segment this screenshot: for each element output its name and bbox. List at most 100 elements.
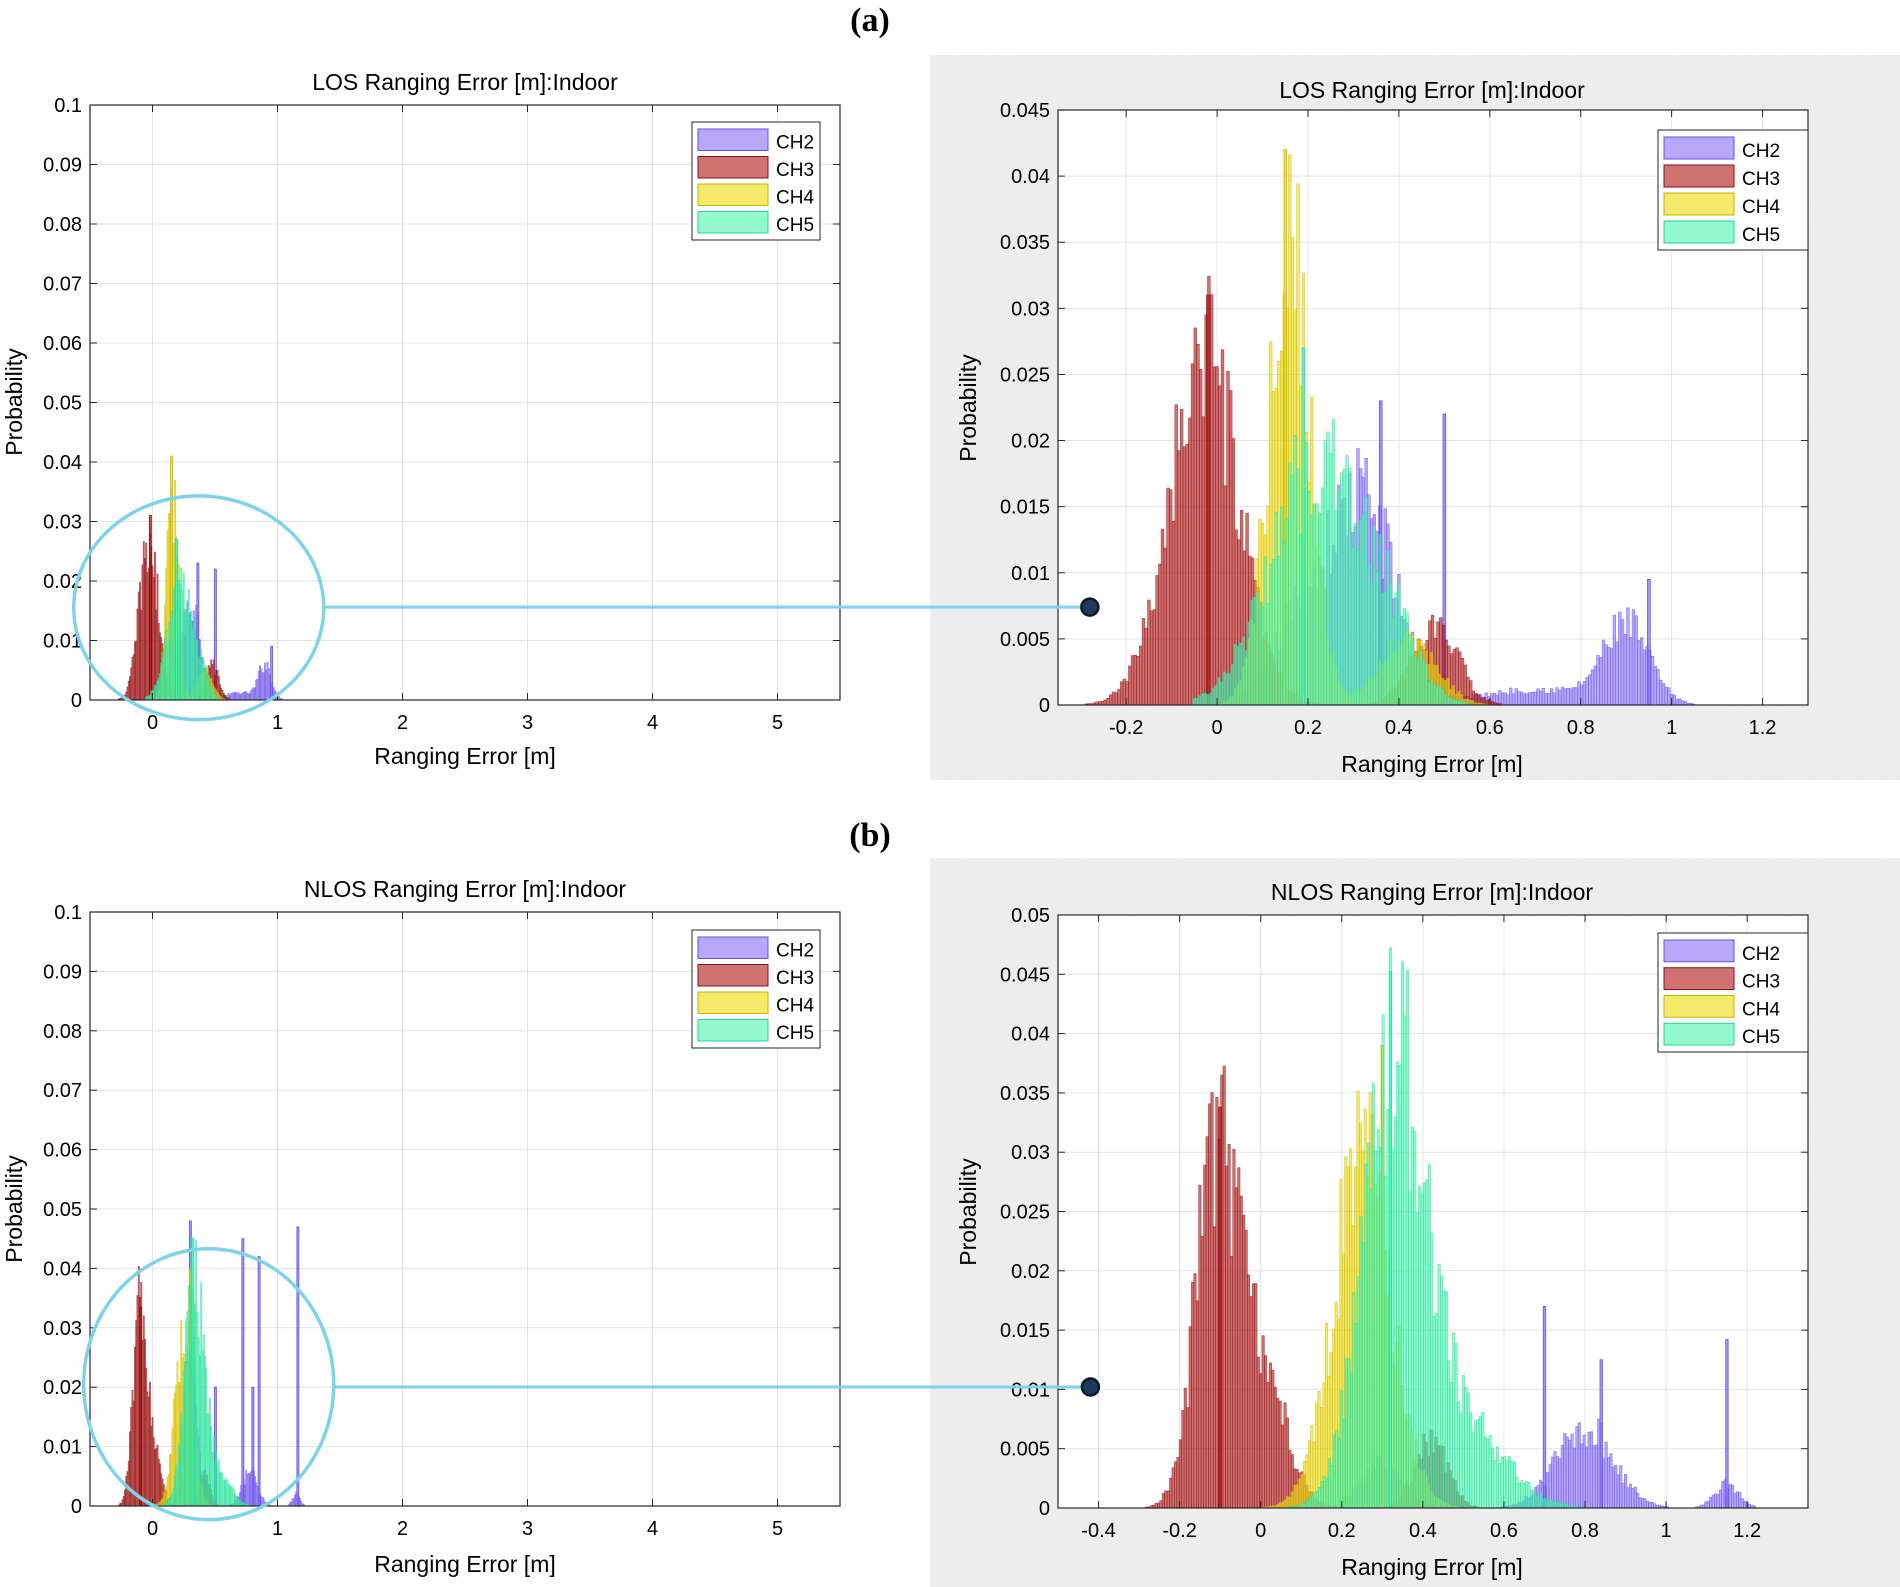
histogram-bar (1509, 687, 1513, 706)
histogram-bar (1288, 462, 1292, 706)
y-tick-label: 0.015 (1000, 497, 1050, 519)
x-tick-label: 4 (647, 712, 658, 734)
y-tick-label: 0.06 (43, 1140, 82, 1162)
histogram-bar (1203, 692, 1207, 706)
histogram-bar (1339, 472, 1344, 706)
x-axis-label: Ranging Error [m] (374, 1551, 556, 1577)
histogram-bar (1533, 691, 1537, 706)
histogram-bar (1430, 1233, 1434, 1509)
histogram-bar (1177, 450, 1181, 706)
y-axis-label: Probability (955, 354, 981, 462)
histogram-bar (1577, 1422, 1581, 1509)
histogram-bar (1555, 687, 1559, 706)
histogram-bar (1247, 1274, 1251, 1509)
histogram-bar (1347, 1358, 1351, 1509)
y-tick-label: 0.01 (43, 631, 82, 653)
y-tick-label: 0.045 (1000, 100, 1050, 122)
y-tick-label: 0 (71, 690, 82, 712)
histogram-bar (1653, 666, 1657, 706)
histogram-bar (1369, 582, 1374, 706)
histogram-bar (1329, 452, 1333, 706)
y-tick-label: 0.01 (1011, 563, 1050, 585)
histogram-bar (1626, 1487, 1630, 1509)
histogram-bar (1508, 1455, 1512, 1509)
histogram-bar (1215, 366, 1219, 706)
histogram-bar (1469, 1412, 1473, 1509)
y-tick-label: 0.05 (43, 1199, 82, 1221)
histogram-bar (1527, 1482, 1531, 1509)
legend-label-ch4: CH4 (776, 188, 814, 209)
histogram-bar (1201, 416, 1206, 706)
legend-swatch-ch5 (1663, 220, 1735, 244)
histogram-bar (1547, 1499, 1551, 1509)
histogram-bar (1558, 689, 1562, 706)
histogram-bar (1596, 654, 1600, 706)
histogram-bar (1375, 571, 1379, 706)
histogram-bar (1558, 1458, 1562, 1509)
histogram-bar (1293, 435, 1297, 706)
histogram-bar (1424, 663, 1428, 706)
histogram-bar (1252, 596, 1257, 706)
histogram-bar (1680, 700, 1685, 706)
x-tick-label: -0.4 (1081, 1520, 1115, 1542)
plot-layer: -0.2 0 0.2 0.4 0.6 0.8 1 1.2 0 0.005 0.01 0.015 0.02… (930, 55, 1900, 780)
histogram-bar (1157, 1502, 1161, 1509)
histogram-bar (1491, 1447, 1495, 1509)
histogram-bar (1241, 636, 1246, 706)
histogram-bar (1264, 1355, 1268, 1509)
histogram-bar (1212, 366, 1217, 706)
histogram-bar (1215, 1097, 1219, 1509)
histogram-bar (1588, 674, 1592, 706)
x-tick-label: 1.2 (1733, 1520, 1761, 1542)
histogram-bar (1109, 694, 1113, 706)
histogram-bar (1397, 583, 1401, 706)
histogram-bar (1639, 637, 1644, 706)
chart-title: NLOS Ranging Error [m]:Indoor (304, 876, 626, 902)
histogram-bar (1609, 1453, 1613, 1509)
histogram-bar (1193, 1273, 1197, 1509)
histogram-bar (1506, 694, 1510, 706)
histogram-bar (1364, 1163, 1368, 1509)
histogram-bar (1410, 638, 1415, 706)
histogram-bar (1405, 612, 1409, 706)
histogram-bar (1728, 1483, 1732, 1509)
histogram-bar (1419, 649, 1423, 706)
histogram-bar (1348, 467, 1352, 706)
y-tick-label: 0.025 (1000, 1202, 1050, 1224)
chart-title: LOS Ranging Error [m]:Indoor (1279, 77, 1585, 103)
y-tick-label: 0.02 (43, 1377, 82, 1399)
histogram-bar (1626, 607, 1630, 706)
histogram-bar (1141, 618, 1146, 706)
histogram-bar (1432, 683, 1437, 706)
histogram-bar (1528, 692, 1532, 706)
histogram-bar (1185, 443, 1189, 706)
legend-swatch-ch2 (1663, 939, 1735, 963)
legend-label-ch5: CH5 (1742, 1027, 1780, 1048)
histogram-bar (1166, 487, 1170, 706)
histogram-bar (1340, 1390, 1344, 1509)
histogram-bar (1244, 1229, 1248, 1509)
histogram-bar (1332, 1434, 1337, 1509)
histogram-bar (1208, 1103, 1212, 1509)
histogram-bar (1471, 1431, 1475, 1509)
histogram-bar (1552, 692, 1557, 706)
histogram-bar (1624, 1474, 1628, 1509)
histogram-bar (1383, 591, 1387, 706)
histogram-bar (1376, 1129, 1380, 1509)
histogram-spike (270, 646, 274, 701)
histogram-bar (1452, 1332, 1456, 1509)
histogram-bar (1210, 1092, 1214, 1509)
y-tick-label: 0.02 (1011, 1261, 1050, 1283)
plot-layer: 0 1 2 3 4 5 0 0.01 0.02 0.03 0.04 0.05 0.06 0.07 0.08 0… (43, 95, 841, 734)
histogram-bar (1323, 1475, 1327, 1509)
histogram-bar (1563, 688, 1567, 706)
histogram-bar (1675, 698, 1679, 706)
histogram-bar (1408, 634, 1412, 706)
histogram-bar (1119, 681, 1124, 706)
histogram-bar (1405, 969, 1409, 1509)
histogram-bar (1117, 689, 1121, 706)
x-tick-label: 1.2 (1749, 717, 1777, 739)
histogram-bar (1261, 1335, 1265, 1509)
histogram-bar (1186, 1407, 1190, 1509)
histogram-bar (1735, 1491, 1739, 1509)
